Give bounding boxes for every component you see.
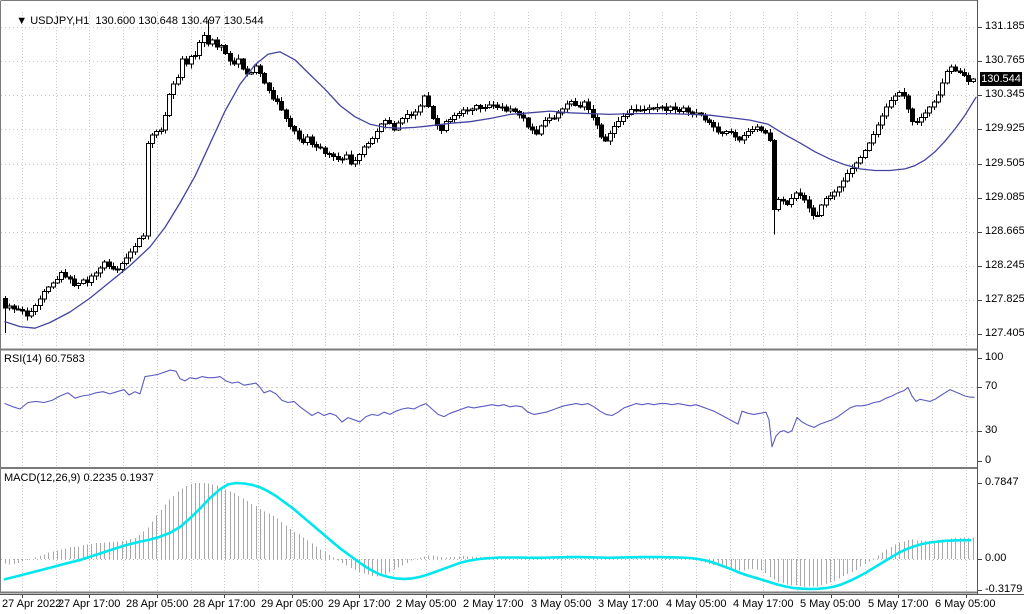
time-axis-label: 27 Apr 17:00 (58, 598, 121, 610)
axis-tick (978, 431, 982, 432)
time-axis-label: 4 May 17:00 (733, 598, 794, 610)
rsi-axis-label: 70 (985, 380, 998, 392)
macd-indicator-label: MACD(12,26,9) 0.2235 0.1937 (4, 472, 154, 484)
macd-axis-label: -0.3179 (985, 583, 1023, 595)
time-axis-label: 28 Apr 17:00 (193, 598, 256, 610)
rsi-axis-label: 0 (985, 454, 992, 466)
time-axis-tick (629, 595, 630, 598)
time-axis-tick (22, 595, 23, 598)
time-axis-tick (157, 595, 158, 598)
time-axis-tick (763, 595, 764, 598)
axis-tick (978, 95, 982, 96)
time-axis-tick (224, 595, 225, 598)
rsi-axis-label: 100 (985, 351, 1004, 363)
time-axis-tick (426, 595, 427, 598)
time-axis-label: 29 Apr 05:00 (261, 598, 324, 610)
current-price-badge: 130.544 (980, 72, 1022, 86)
axis-tick (978, 483, 982, 484)
price-axis-label: 129.085 (985, 191, 1024, 203)
macd-axis-label: 0.00 (985, 552, 1007, 564)
axis-tick (978, 198, 982, 199)
price-axis-label: 129.925 (985, 122, 1024, 134)
price-axis-label: 127.405 (985, 327, 1024, 339)
symbol-timeframe-label: USDJPY,H1 (30, 15, 90, 27)
time-axis-tick (696, 595, 697, 598)
axis-tick (978, 61, 982, 62)
time-axis-tick (561, 595, 562, 598)
axis-tick (978, 590, 982, 591)
time-axis-tick (494, 595, 495, 598)
axis-tick (978, 129, 982, 130)
price-axis-label: 129.505 (985, 157, 1024, 169)
axis-tick (978, 27, 982, 28)
price-axis[interactable]: 130.544 131.185 130.765 130.345 129.925 129.… (978, 0, 1024, 595)
time-axis[interactable]: 27 Apr 2022 27 Apr 17:00 28 Apr 05:00 28 Ap… (0, 594, 1024, 614)
axis-tick (978, 461, 982, 462)
price-axis-label: 130.765 (985, 54, 1024, 66)
chart-header: ▼ USDJPY,H1 130.600 130.648 130.497 130.… (4, 3, 264, 39)
time-axis-label: 2 May 17:00 (463, 598, 524, 610)
axis-tick (978, 232, 982, 233)
time-axis-label: 2 May 05:00 (396, 598, 457, 610)
time-axis-label: 3 May 17:00 (598, 598, 659, 610)
axis-tick (978, 266, 982, 267)
rsi-axis-label: 30 (985, 424, 998, 436)
price-axis-label: 127.825 (985, 293, 1024, 305)
time-axis-tick (898, 595, 899, 598)
time-axis-label: 4 May 05:00 (666, 598, 727, 610)
time-axis-tick (966, 595, 967, 598)
ohlc-quotes: 130.600 130.648 130.497 130.544 (95, 15, 264, 27)
axis-tick (978, 334, 982, 335)
time-axis-label: 28 Apr 05:00 (126, 598, 189, 610)
time-axis-tick (292, 595, 293, 598)
axis-tick (978, 358, 982, 359)
axis-tick (978, 300, 982, 301)
rsi-indicator-label: RSI(14) 60.7583 (4, 353, 85, 365)
time-axis-label: 5 May 17:00 (868, 598, 929, 610)
axis-tick (978, 164, 982, 165)
chart-plot-area[interactable] (0, 0, 978, 594)
time-axis-label: 3 May 05:00 (531, 598, 592, 610)
time-axis-tick (359, 595, 360, 598)
time-axis-tick (831, 595, 832, 598)
axis-tick (978, 559, 982, 560)
price-axis-label: 131.185 (985, 20, 1024, 32)
macd-axis-label: 0.7847 (985, 476, 1019, 488)
time-axis-label: 29 Apr 17:00 (328, 598, 391, 610)
time-axis-label: 5 May 05:00 (800, 598, 861, 610)
price-axis-label: 130.345 (985, 88, 1024, 100)
price-axis-label: 128.665 (985, 225, 1024, 237)
price-axis-label: 128.245 (985, 259, 1024, 271)
time-axis-label: 6 May 05:00 (935, 598, 996, 610)
time-axis-label: 27 Apr 2022 (2, 598, 62, 610)
time-axis-tick (89, 595, 90, 598)
symbol-dropdown-marker[interactable]: ▼ (16, 15, 28, 27)
axis-tick (978, 387, 982, 388)
